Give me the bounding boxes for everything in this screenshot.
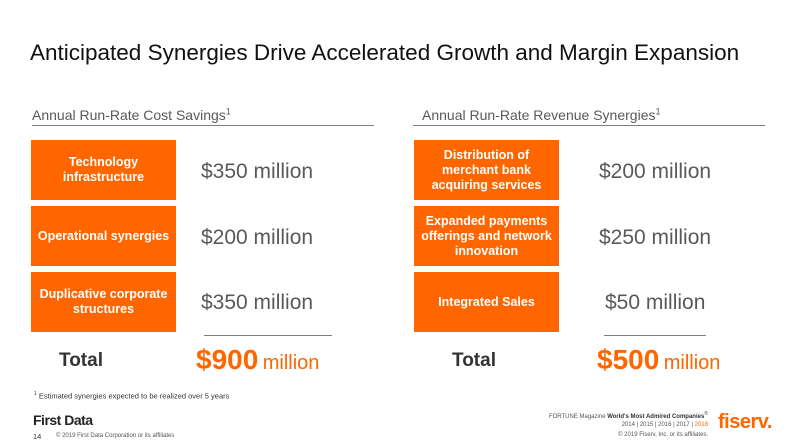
fortune-award: FORTUNE Magazine World's Most Admired Co… (549, 410, 708, 429)
cost-item-1-box: Technology infrastructure (31, 140, 176, 200)
revenue-item-2-value: $250 million (599, 226, 712, 249)
year-separator: | (673, 422, 675, 428)
cost-savings-heading-sup: 1 (225, 106, 231, 117)
revenue-sum-rule (604, 335, 706, 336)
fiserv-logo: fiserv. (718, 411, 772, 433)
fortune-year: 2017 (676, 422, 690, 428)
revenue-synergies-heading: Annual Run-Rate Revenue Synergies1 (422, 107, 661, 123)
fortune-line-1: FORTUNE Magazine World's Most Admired Co… (549, 410, 708, 421)
page-title: Anticipated Synergies Drive Accelerated … (30, 40, 740, 65)
fortune-year: 2016 (658, 422, 672, 428)
revenue-item-1-value: $200 million (599, 160, 712, 183)
revenue-item-3-box: Integrated Sales (414, 272, 559, 332)
cost-savings-heading-rule (32, 125, 374, 126)
footnote-text: Estimated synergies expected to be reali… (38, 391, 230, 401)
cost-savings-heading: Annual Run-Rate Cost Savings1 (32, 107, 231, 123)
year-separator: | (636, 422, 639, 428)
footnote-sup: 1 (34, 391, 37, 397)
fortune-mark: ® (704, 411, 708, 417)
revenue-synergies-heading-text: Annual Run-Rate Revenue Synergies (422, 107, 656, 123)
fortune-year: 2015 (639, 422, 654, 428)
cost-total-number: $900 (196, 344, 259, 375)
fortune-award-name: World's Most Admired Companies (607, 414, 705, 420)
year-separator: | (691, 422, 693, 428)
cost-item-2-value: $200 million (201, 226, 314, 249)
revenue-total-unit: million (663, 352, 721, 374)
revenue-item-2-box: Expanded payments offerings and network … (414, 206, 559, 266)
cost-total-unit: million (262, 352, 320, 374)
footnote: 1 Estimated synergies expected to be rea… (34, 391, 229, 401)
year-separator: | (654, 422, 657, 428)
revenue-item-3-value: $50 million (605, 291, 706, 314)
revenue-synergies-heading-rule (413, 125, 765, 126)
first-data-logo: First Data (33, 412, 93, 428)
revenue-total-label: Total (452, 350, 496, 371)
fortune-prefix: FORTUNE Magazine (548, 414, 606, 420)
cost-savings-heading-text: Annual Run-Rate Cost Savings (32, 107, 226, 123)
fortune-years: 2014 | 2015 | 2016 | 2017 | 2018 (549, 421, 708, 429)
revenue-synergies-heading-sup: 1 (655, 106, 661, 117)
cost-item-3-box: Duplicative corporate structures (31, 272, 176, 332)
copyright-fiserv: © 2019 Fiserv, Inc. or its affiliates. (618, 432, 708, 438)
revenue-total-value: $500 million (597, 344, 720, 376)
cost-total-value: $900 million (196, 344, 319, 376)
cost-item-2-box: Operational synergies (31, 206, 176, 266)
page-number: 14 (33, 432, 42, 441)
fortune-year: 2014 (621, 422, 635, 428)
copyright-first-data: © 2019 First Data Corporation or its aff… (56, 433, 175, 439)
cost-item-1-value: $350 million (201, 160, 314, 183)
cost-sum-rule (204, 335, 332, 336)
revenue-item-1-box: Distribution of merchant bank acquiring … (414, 140, 559, 200)
cost-item-3-value: $350 million (201, 291, 314, 314)
cost-total-label: Total (59, 350, 103, 371)
revenue-total-number: $500 (597, 344, 660, 375)
fortune-year-current: 2018 (694, 422, 708, 428)
